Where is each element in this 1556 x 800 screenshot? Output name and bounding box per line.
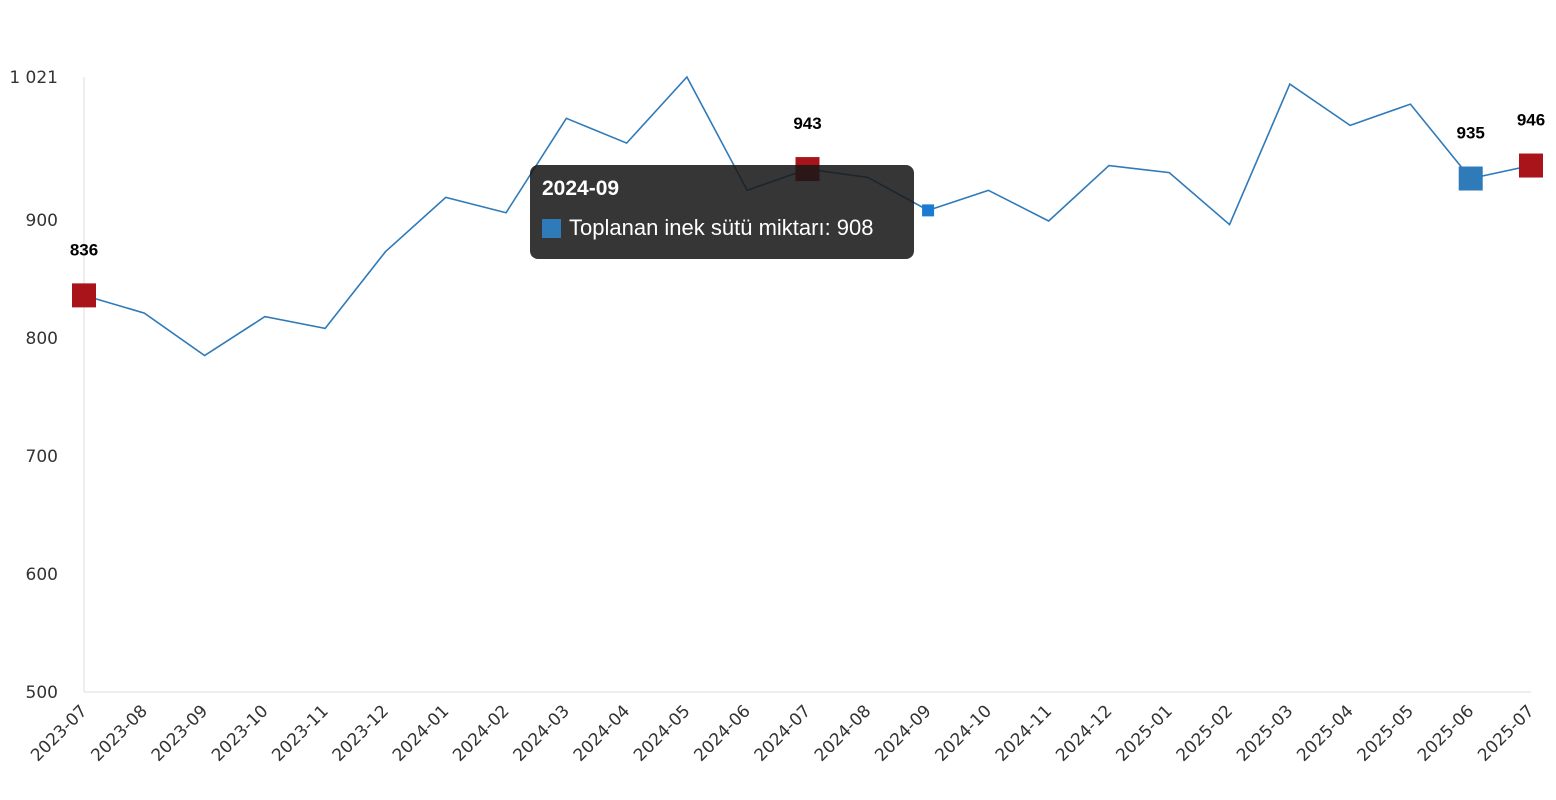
- data-label: 946: [1517, 111, 1545, 130]
- x-tick-label: 2023-12: [329, 701, 393, 765]
- y-tick-label: 500: [26, 683, 58, 703]
- y-tick-label: 600: [26, 565, 58, 585]
- tooltip-value: Toplanan inek sütü miktarı: 908: [569, 215, 874, 240]
- y-tick-label: 900: [26, 211, 58, 231]
- x-tick-label: 2023-10: [208, 701, 272, 765]
- x-tick-label: 2024-07: [751, 701, 815, 765]
- x-tick-label: 2025-02: [1173, 701, 1237, 765]
- x-tick-label: 2025-05: [1354, 701, 1418, 765]
- x-tick-label: 2023-11: [268, 701, 332, 765]
- x-tick-label: 2024-12: [1052, 701, 1116, 765]
- data-point-marker: [1519, 153, 1543, 178]
- y-tick-label: 700: [26, 447, 58, 467]
- data-label: 836: [70, 240, 98, 259]
- x-tick-label: 2024-06: [690, 701, 754, 765]
- series-swatch-icon: [542, 218, 561, 238]
- x-tick-label: 2025-04: [1293, 701, 1357, 765]
- x-tick-label: 2024-01: [389, 701, 453, 765]
- x-tick-label: 2024-05: [630, 701, 694, 765]
- x-tick-label: 2024-11: [992, 701, 1056, 765]
- y-tick-label: 800: [26, 329, 58, 349]
- tooltip-row: Toplanan inek sütü miktarı: 908: [542, 215, 902, 241]
- x-tick-label: 2024-08: [811, 701, 875, 765]
- x-tick-label: 2023-09: [148, 701, 212, 765]
- x-tick-label: 2025-07: [1474, 701, 1538, 765]
- x-tick-label: 2024-10: [932, 701, 996, 765]
- hover-point-marker: [922, 204, 935, 217]
- data-label: 943: [793, 114, 821, 133]
- tooltip: 2024-09 Toplanan inek sütü miktarı: 908: [530, 165, 914, 259]
- x-tick-label: 2024-09: [871, 701, 935, 765]
- x-tick-label: 2023-07: [27, 701, 91, 765]
- tooltip-title: 2024-09: [542, 177, 620, 200]
- x-tick-label: 2025-03: [1233, 701, 1297, 765]
- data-point-marker: [1458, 166, 1483, 191]
- x-tick-label: 2024-02: [449, 701, 513, 765]
- x-tick-label: 2024-04: [570, 701, 634, 765]
- x-tick-label: 2025-06: [1414, 701, 1478, 765]
- x-tick-label: 2024-03: [510, 701, 574, 765]
- data-label: 935: [1457, 124, 1485, 143]
- x-tick-label: 2023-08: [87, 701, 151, 765]
- y-tick-label: 1 021: [9, 68, 58, 88]
- data-point-marker: [72, 283, 96, 308]
- x-tick-label: 2025-01: [1112, 701, 1176, 765]
